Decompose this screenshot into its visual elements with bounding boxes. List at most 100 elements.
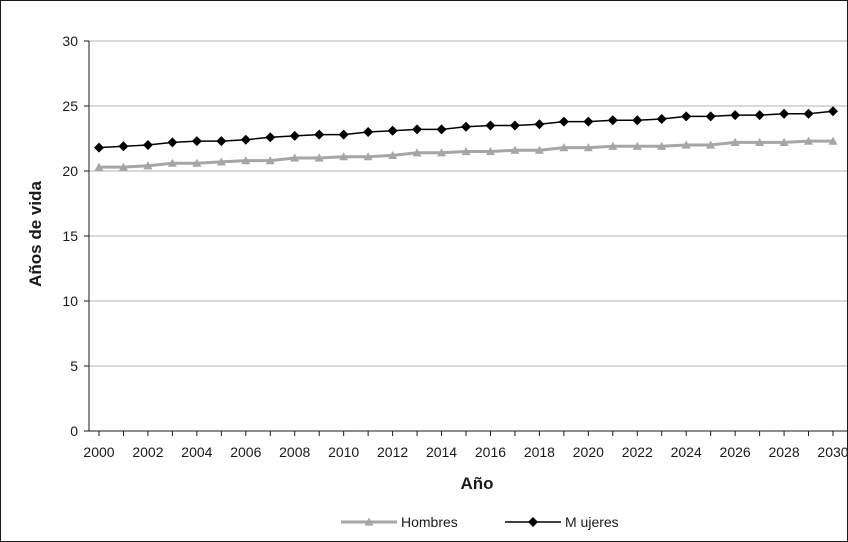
legend-item-0: Hombres — [341, 514, 458, 530]
data-point-0-2004 — [192, 158, 202, 167]
data-point-0-2023 — [657, 141, 667, 150]
data-point-1-2000 — [94, 142, 104, 153]
data-point-1-2026 — [730, 110, 741, 121]
data-point-0-2015 — [461, 147, 471, 156]
data-point-1-2024 — [681, 111, 692, 122]
data-point-0-2020 — [583, 143, 593, 152]
data-point-0-2024 — [681, 140, 691, 149]
legend-label-0: Hombres — [401, 514, 458, 530]
data-point-0-2025 — [706, 140, 716, 149]
data-point-1-2029 — [803, 108, 814, 119]
data-point-0-2012 — [388, 150, 398, 159]
legend-swatch-marker-0 — [364, 517, 374, 526]
series-1 — [94, 106, 838, 153]
y-axis-title: Años de vida — [26, 181, 45, 287]
data-point-1-2005 — [216, 136, 227, 147]
y-tick-label-10: 10 — [62, 293, 78, 309]
data-point-0-2010 — [339, 152, 349, 161]
x-tick-label-2002: 2002 — [132, 444, 163, 460]
x-tick-label-2008: 2008 — [279, 444, 310, 460]
data-point-0-2005 — [216, 157, 226, 166]
data-point-1-2010 — [338, 129, 349, 140]
legend: Hombres M ujeres — [341, 514, 619, 530]
data-point-1-2009 — [314, 129, 325, 140]
data-point-0-2009 — [314, 153, 324, 162]
data-point-0-2002 — [143, 161, 153, 170]
x-tick-label-2024: 2024 — [671, 444, 702, 460]
data-point-1-2002 — [142, 140, 153, 150]
data-point-0-2000 — [94, 162, 104, 171]
data-point-1-2015 — [461, 121, 471, 132]
data-point-1-2013 — [412, 124, 423, 135]
data-point-1-2020 — [583, 116, 594, 127]
data-point-0-2007 — [265, 156, 275, 165]
data-point-0-2028 — [779, 137, 789, 146]
data-point-1-2001 — [118, 141, 129, 152]
y-tick-label-5: 5 — [70, 358, 78, 374]
x-tick-label-2018: 2018 — [524, 444, 555, 460]
x-tick-label-2014: 2014 — [426, 444, 457, 460]
x-tick-label-2004: 2004 — [181, 444, 212, 460]
data-point-1-2014 — [436, 124, 447, 135]
data-point-1-2025 — [705, 111, 716, 122]
data-point-0-2013 — [412, 148, 422, 157]
data-point-1-2004 — [191, 136, 202, 147]
data-point-1-2008 — [289, 130, 300, 141]
data-point-0-2026 — [730, 137, 740, 146]
data-point-1-2021 — [607, 115, 618, 126]
x-tick-label-2030: 2030 — [817, 444, 847, 460]
data-point-0-2029 — [804, 136, 814, 145]
data-point-0-2003 — [167, 158, 177, 167]
x-tick-label-2012: 2012 — [377, 444, 408, 460]
x-tick-label-2000: 2000 — [83, 444, 114, 460]
x-tick-label-2022: 2022 — [622, 444, 653, 460]
data-point-0-2014 — [437, 148, 447, 157]
y-tick-label-0: 0 — [70, 423, 78, 439]
data-point-0-2030 — [828, 136, 838, 145]
y-tick-label-25: 25 — [62, 98, 78, 114]
data-point-0-2022 — [632, 141, 642, 150]
legend-item-1: M ujeres — [505, 514, 619, 530]
y-tick-label-15: 15 — [62, 228, 78, 244]
data-point-1-2017 — [509, 120, 520, 131]
data-point-1-2028 — [779, 108, 790, 119]
data-point-1-2018 — [534, 119, 545, 130]
data-point-0-2018 — [534, 145, 544, 154]
x-axis-title: Año — [460, 474, 493, 493]
series-layer — [94, 106, 838, 171]
y-tick-label-20: 20 — [62, 163, 78, 179]
data-point-1-2023 — [656, 114, 667, 124]
x-tick-label-2020: 2020 — [573, 444, 604, 460]
data-point-0-2019 — [559, 143, 569, 152]
data-point-1-2012 — [387, 125, 398, 136]
data-point-1-2016 — [485, 120, 496, 131]
data-point-1-2003 — [167, 137, 178, 148]
legend-label-1: M ujeres — [565, 514, 619, 530]
data-point-1-2019 — [558, 116, 569, 127]
data-point-1-2022 — [632, 115, 643, 126]
data-point-1-2027 — [754, 110, 765, 121]
x-tick-label-2026: 2026 — [720, 444, 751, 460]
data-point-1-2011 — [363, 127, 374, 137]
x-tick-label-2028: 2028 — [768, 444, 799, 460]
data-point-0-2017 — [510, 145, 520, 154]
data-point-1-2006 — [240, 134, 251, 145]
axes: 0 5 10 15 20 25 30 2000 2002 2004 2006 2008 2010 2012… — [62, 33, 847, 460]
data-point-0-2016 — [485, 147, 495, 156]
legend-swatch-marker-1 — [528, 517, 538, 527]
gridlines — [89, 40, 847, 367]
data-point-0-2027 — [755, 137, 765, 146]
data-point-0-2006 — [241, 156, 251, 165]
data-point-0-2008 — [290, 153, 300, 162]
data-point-1-2007 — [265, 132, 276, 143]
x-tick-label-2016: 2016 — [475, 444, 506, 460]
x-tick-label-2010: 2010 — [328, 444, 359, 460]
series-0 — [94, 136, 838, 171]
data-point-0-2011 — [363, 152, 373, 161]
data-point-1-2030 — [828, 106, 838, 117]
data-point-0-2021 — [608, 141, 618, 150]
y-tick-label-30: 30 — [62, 33, 78, 49]
x-tick-label-2006: 2006 — [230, 444, 261, 460]
